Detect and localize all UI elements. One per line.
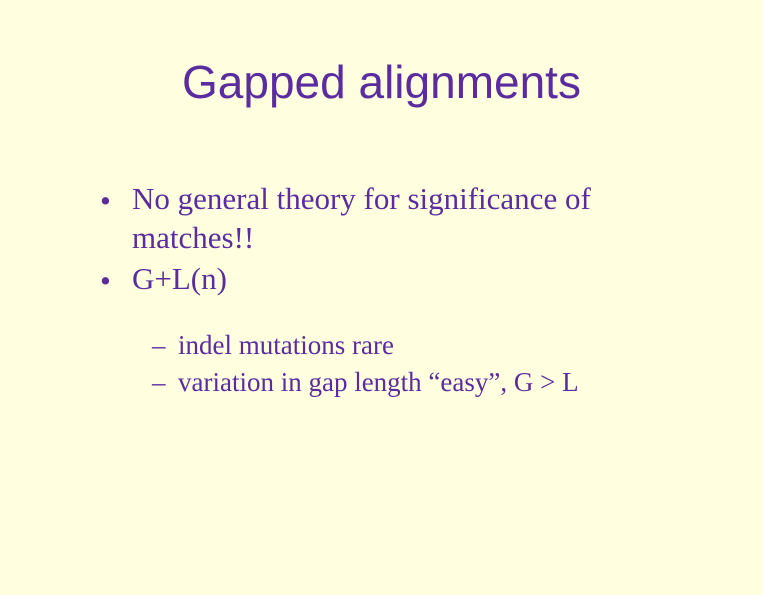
bullet-marker: • <box>100 180 132 221</box>
bullet-item: • No general theory for significance of … <box>100 180 683 258</box>
sub-bullet-list: – indel mutations rare – variation in ga… <box>152 328 683 400</box>
dash-marker: – <box>152 328 178 363</box>
bullet-marker: • <box>100 260 132 301</box>
sub-bullet-text: indel mutations rare <box>178 328 683 363</box>
bullet-text: G+L(n) <box>132 260 683 299</box>
sub-bullet-item: – variation in gap length “easy”, G > L <box>152 365 683 400</box>
sub-bullet-item: – indel mutations rare <box>152 328 683 363</box>
bullet-text: No general theory for significance of ma… <box>132 180 683 258</box>
slide-body: • No general theory for significance of … <box>100 180 683 402</box>
bullet-item: • G+L(n) <box>100 260 683 301</box>
sub-bullet-text: variation in gap length “easy”, G > L <box>178 365 683 400</box>
dash-marker: – <box>152 365 178 400</box>
slide: Gapped alignments • No general theory fo… <box>0 0 763 595</box>
slide-title: Gapped alignments <box>0 55 763 109</box>
